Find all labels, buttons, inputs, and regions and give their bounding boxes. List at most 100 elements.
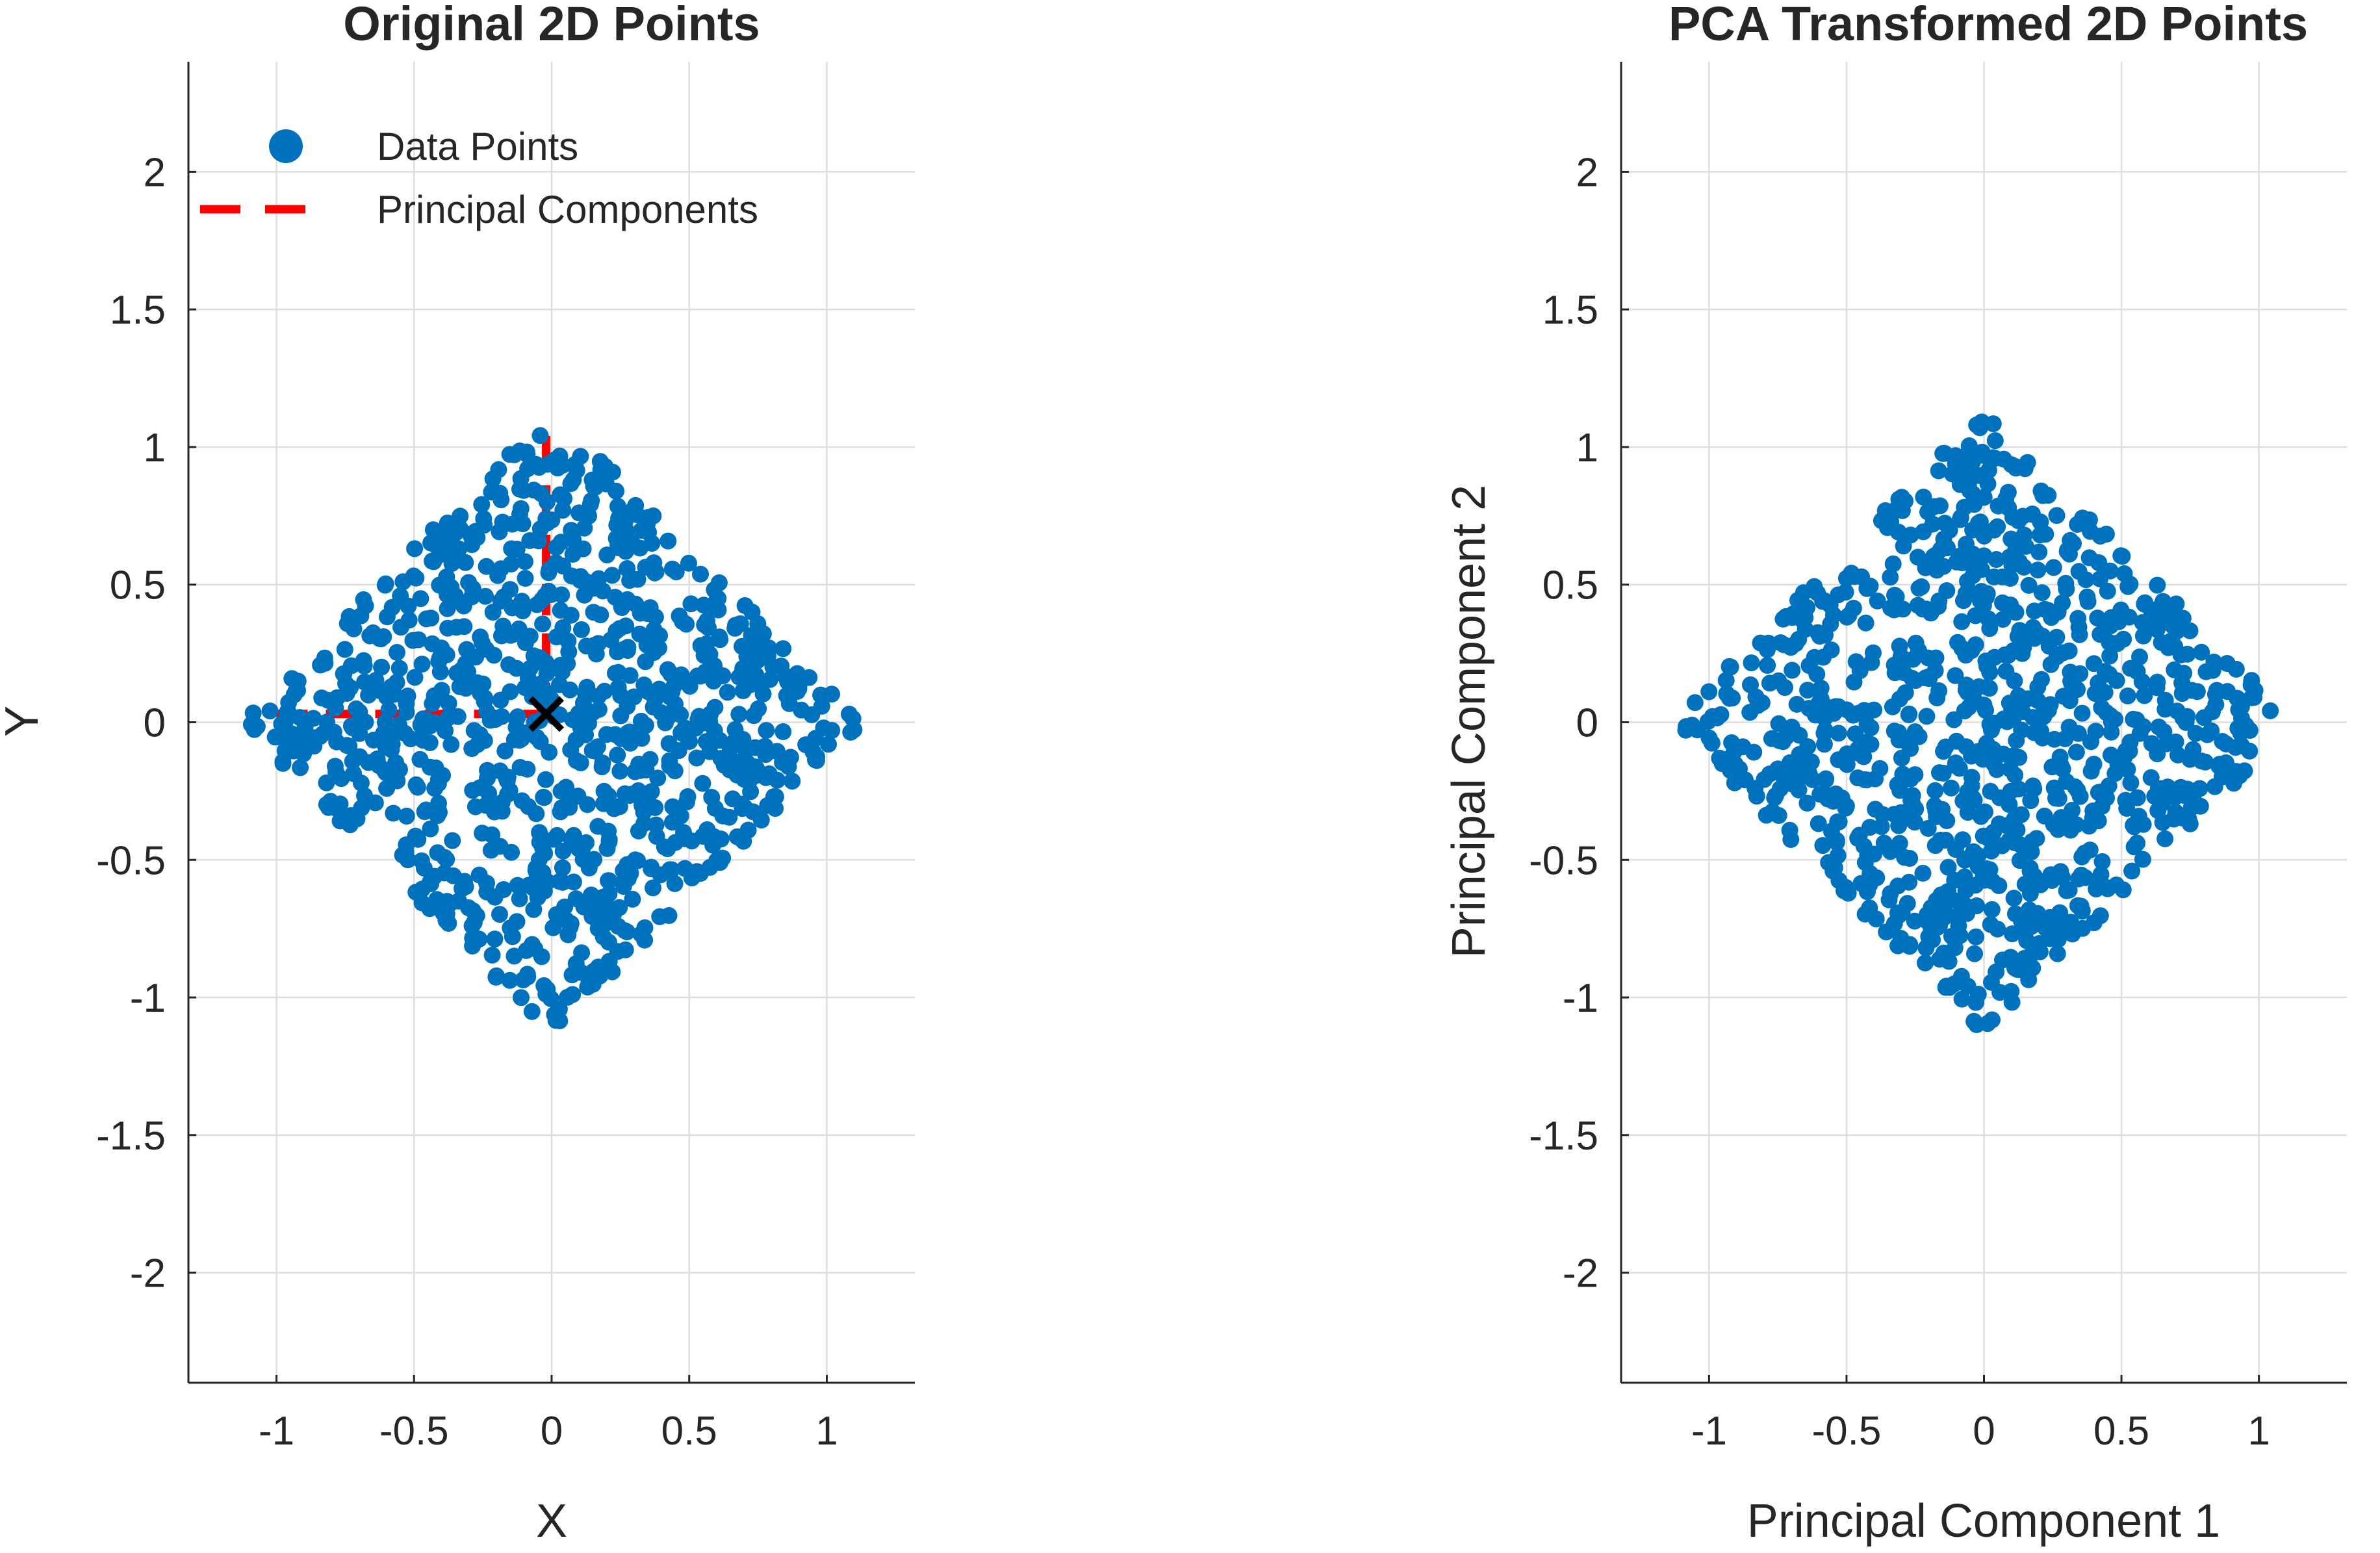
data-point [694, 775, 711, 792]
data-point [2070, 870, 2088, 888]
data-point [659, 661, 676, 678]
data-point [714, 849, 732, 867]
data-point [1963, 769, 1980, 786]
data-point [280, 738, 298, 756]
data-point [1756, 771, 1773, 788]
data-point [413, 852, 430, 869]
data-point [557, 778, 575, 796]
data-point [1839, 884, 1857, 902]
data-point [2214, 733, 2231, 750]
data-point [637, 761, 655, 778]
data-point [517, 553, 533, 571]
data-point [701, 858, 719, 876]
data-point [706, 800, 724, 817]
data-point [564, 986, 582, 1003]
data-point [1817, 626, 1834, 644]
data-point [2060, 642, 2078, 660]
data-point [1983, 721, 2000, 739]
legend: Data Points Principal Components [200, 125, 758, 231]
data-point [486, 888, 504, 906]
data-point [1982, 782, 1999, 800]
data-point [385, 686, 403, 703]
data-point [1857, 614, 1875, 632]
data-point [530, 532, 547, 550]
data-point [1925, 548, 1942, 565]
data-point [1897, 493, 1913, 510]
data-point [612, 707, 630, 725]
data-point [611, 762, 629, 780]
data-point [1972, 808, 1990, 825]
data-point [517, 570, 534, 587]
data-point [2001, 832, 2018, 849]
data-point [412, 590, 429, 608]
data-point [782, 749, 799, 766]
data-point [2050, 789, 2067, 807]
data-point [629, 852, 646, 869]
data-point [1829, 813, 1847, 830]
data-point [2134, 614, 2151, 631]
data-point [562, 606, 580, 624]
data-point [424, 521, 442, 539]
data-point [676, 830, 694, 847]
y-tick-label: 0 [144, 701, 166, 746]
data-point [415, 710, 432, 728]
data-point [1922, 604, 1939, 622]
data-point [711, 628, 728, 646]
data-point [2021, 947, 2039, 965]
data-point [609, 679, 627, 696]
data-point [621, 787, 639, 804]
data-point [639, 683, 657, 700]
data-point [478, 558, 495, 575]
data-point [1830, 725, 1847, 742]
data-point [1986, 432, 2004, 450]
data-point [539, 981, 556, 998]
data-point [507, 710, 525, 728]
data-point [632, 604, 649, 622]
data-point [513, 593, 531, 610]
data-point [1800, 657, 1818, 674]
data-point [318, 774, 335, 791]
x-tick-label: 1 [2247, 1409, 2270, 1454]
data-point [2013, 912, 2030, 930]
data-point [551, 676, 568, 693]
data-point [2166, 661, 2183, 678]
data-point [493, 793, 511, 811]
data-point [2183, 682, 2201, 699]
data-point [548, 906, 565, 923]
data-point [1935, 743, 1952, 760]
data-point [336, 641, 353, 658]
data-point [2070, 563, 2088, 580]
data-point [452, 520, 469, 537]
y-tick-label: 1 [144, 426, 166, 470]
data-point [482, 841, 500, 859]
data-point [1759, 634, 1777, 652]
data-point [2018, 932, 2036, 949]
data-point [457, 554, 474, 571]
data-point [2092, 907, 2109, 925]
data-point [450, 892, 467, 910]
data-point [1945, 711, 1963, 728]
y-tick-label: -1.5 [1529, 1114, 1598, 1159]
data-point [600, 885, 618, 903]
data-point [1917, 939, 1935, 956]
data-point [629, 571, 646, 588]
data-point [473, 496, 491, 513]
data-point [721, 808, 738, 826]
data-point [2020, 576, 2038, 594]
data-point [2149, 576, 2166, 594]
data-point [726, 619, 744, 637]
x-tick-label: -0.5 [1812, 1409, 1882, 1454]
data-point [463, 917, 481, 934]
data-point [366, 794, 384, 812]
data-point [1918, 708, 1936, 725]
data-point [2181, 622, 2199, 639]
data-point [554, 619, 572, 636]
data-point [1902, 770, 1919, 788]
data-point [2013, 721, 2030, 739]
data-point [2067, 816, 2085, 834]
data-point [1816, 721, 1834, 739]
data-point [758, 722, 775, 739]
data-point [600, 872, 618, 890]
data-point [485, 647, 503, 664]
data-point [624, 890, 641, 908]
